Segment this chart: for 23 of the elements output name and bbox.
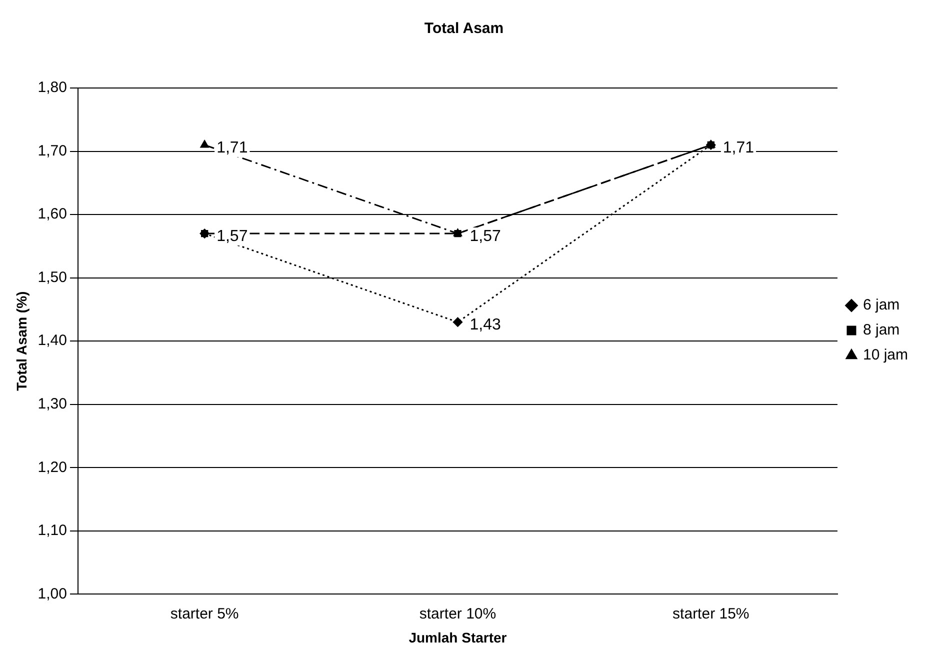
data-label: 1,71	[216, 139, 248, 156]
legend-label: 8 jam	[862, 322, 900, 339]
x-axis-title: Jumlah Starter	[408, 629, 508, 646]
y-tick-label: 1,60	[38, 206, 67, 223]
y-tick-label: 1,00	[38, 585, 67, 602]
legend-label: 6 jam	[862, 296, 900, 314]
x-tick-label: starter 5%	[170, 605, 239, 622]
data-label: 1,57	[216, 228, 248, 245]
data-label: 1,43	[470, 316, 501, 334]
x-tick-label: starter 10%	[419, 605, 496, 622]
y-tick-label: 1,40	[38, 332, 67, 350]
data-label: 1,57	[470, 228, 501, 245]
y-tick-label: 1,10	[38, 522, 67, 540]
data-label: 1,71	[722, 139, 754, 156]
y-tick-label: 1,50	[38, 268, 67, 286]
y-axis-title: Total Asam (%)	[13, 291, 30, 391]
legend-label: 10 jam	[862, 346, 908, 364]
y-tick-label: 1,20	[38, 458, 67, 476]
x-tick-label: starter 15%	[672, 605, 750, 622]
y-tick-label: 1,30	[38, 396, 67, 413]
chart-title: Total Asam	[424, 20, 504, 38]
y-tick-label: 1,70	[38, 142, 67, 160]
y-tick-label: 1,80	[38, 79, 67, 96]
